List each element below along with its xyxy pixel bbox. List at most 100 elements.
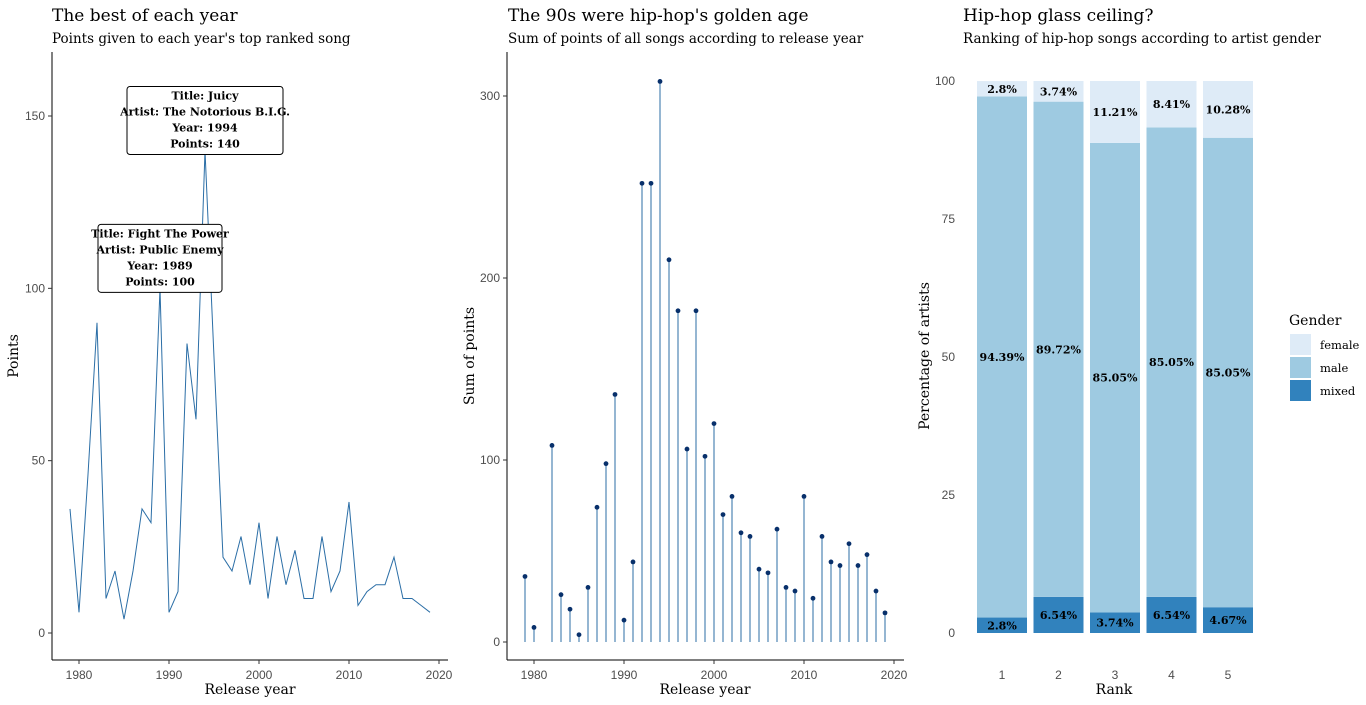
bar-data-label: 85.05% xyxy=(1093,372,1138,385)
bar-data-label: 3.74% xyxy=(1040,85,1078,98)
chart-3-y-ticks: 0 25 50 75 100 xyxy=(935,74,955,640)
y-tick-label: 100 xyxy=(480,453,500,467)
legend-swatch xyxy=(1290,380,1311,401)
annotation-text: Year: 1989 xyxy=(126,259,192,272)
lollipop-point xyxy=(801,494,807,499)
lollipop-point xyxy=(675,308,681,314)
y-tick-label: 75 xyxy=(942,212,956,226)
lollipop-point xyxy=(657,79,663,84)
lollipop-point xyxy=(738,530,744,536)
bar-data-label: 4.67% xyxy=(1209,614,1247,627)
chart-3-x-ticks: 1 2 3 4 5 xyxy=(999,668,1232,682)
chart-3-title: Hip-hop glass ceiling? xyxy=(963,6,1154,26)
bar-segment-male xyxy=(1033,101,1084,597)
annotation-label: Title: Fight The Power Artist: Public Ene… xyxy=(91,223,229,293)
bar-segment-female xyxy=(1146,81,1197,128)
lollipop-point xyxy=(873,588,879,594)
annotation-text: Artist: Public Enemy xyxy=(95,243,224,256)
x-tick-label: 1980 xyxy=(66,668,93,682)
y-tick-label: 0 xyxy=(493,635,500,649)
x-tick-label: 2010 xyxy=(336,668,363,682)
x-tick-label: 1 xyxy=(999,668,1006,682)
lollipop-point xyxy=(612,392,618,397)
annotation-text: Points: 100 xyxy=(125,275,195,288)
lollipop-point xyxy=(846,541,852,547)
bar-data-label: 11.21% xyxy=(1093,106,1138,119)
lollipop-point xyxy=(819,534,825,539)
y-tick-label: 25 xyxy=(942,488,956,502)
annotation-text: Points: 140 xyxy=(170,137,240,150)
bar-data-label: 10.28% xyxy=(1206,103,1251,116)
legend-item-label: mixed xyxy=(1320,384,1356,398)
chart-2-x-label: Release year xyxy=(659,682,750,698)
lollipop-point xyxy=(639,180,645,186)
lollipop-point xyxy=(567,606,573,612)
lollipop-point xyxy=(864,552,870,558)
bar-segment-mixed xyxy=(977,617,1027,633)
lollipop-point xyxy=(522,574,528,579)
bar-segment-mixed xyxy=(1203,607,1253,633)
x-tick-label: 1990 xyxy=(156,668,183,682)
lollipop-point xyxy=(720,512,726,517)
x-tick-label: 2000 xyxy=(246,668,273,682)
lollipop-point xyxy=(702,453,708,459)
lollipop-point xyxy=(576,632,582,638)
bar-segment-mixed xyxy=(1033,596,1084,633)
bar-segment-female xyxy=(1033,81,1084,102)
lollipop-point xyxy=(774,526,780,532)
chart-2-title: The 90s were hip-hop's golden age xyxy=(508,6,809,26)
panel-glass-ceiling: Hip-hop glass ceiling? Ranking of hip-ho… xyxy=(917,6,1360,698)
lollipop-point xyxy=(693,308,699,314)
legend-swatch xyxy=(1290,334,1311,355)
lollipop-point xyxy=(630,559,636,565)
legend-swatch xyxy=(1290,357,1311,378)
lollipop-point xyxy=(828,559,834,565)
annotation-text: Artist: The Notorious B.I.G. xyxy=(119,105,290,118)
chart-2-y-label: Sum of points xyxy=(462,307,478,405)
annotation-text: Title: Juicy xyxy=(172,89,240,102)
lollipop-point xyxy=(747,534,753,539)
annotation-box xyxy=(126,85,284,155)
bar-segment-male xyxy=(1146,127,1197,597)
y-tick-label: 50 xyxy=(32,454,46,468)
x-tick-label: 3 xyxy=(1112,668,1119,682)
lollipop-point xyxy=(792,588,798,594)
y-tick-label: 100 xyxy=(25,281,45,295)
chart-1-series-line xyxy=(69,150,431,620)
bar-data-label: 6.54% xyxy=(1040,609,1078,622)
x-tick-label: 5 xyxy=(1225,668,1232,682)
y-tick-label: 0 xyxy=(948,626,955,640)
annotation-label: Title: Juicy Artist: The Notorious B.I.G.… xyxy=(119,85,290,155)
chart-2-x-ticks: 1980 1990 2000 2010 2020 xyxy=(521,660,908,682)
panel-golden-age: The 90s were hip-hop's golden age Sum of… xyxy=(462,6,908,698)
bar-data-label: 2.8% xyxy=(987,619,1017,632)
annotation-box xyxy=(97,223,223,293)
lollipop-point xyxy=(729,494,735,499)
chart-3-bars: 2.8% 94.39% 2.8% 6.54% 89.72% 3.74% 3.74% 85.05… xyxy=(977,81,1253,633)
lollipop-point xyxy=(855,563,861,568)
x-tick-label: 2000 xyxy=(701,668,728,682)
chart-1-title: The best of each year xyxy=(52,6,238,26)
chart-1-x-ticks: 1980 1990 2000 2010 2020 xyxy=(66,660,453,682)
y-tick-label: 100 xyxy=(935,74,955,88)
chart-3-x-label: Rank xyxy=(1096,682,1133,698)
chart-1-annotations: Title: Juicy Artist: The Notorious B.I.G.… xyxy=(91,85,290,293)
chart-2-marks xyxy=(522,79,888,642)
lollipop-point xyxy=(531,625,537,630)
lollipop-point xyxy=(549,443,555,448)
chart-2-subtitle: Sum of points of all songs according to … xyxy=(508,31,864,47)
bar-segment-male xyxy=(1203,137,1253,608)
x-tick-label: 4 xyxy=(1168,668,1175,682)
lollipop-point xyxy=(711,421,717,426)
lollipop-point xyxy=(603,461,609,467)
x-tick-label: 2020 xyxy=(881,668,908,682)
chart-3-subtitle: Ranking of hip-hop songs according to ar… xyxy=(963,31,1321,47)
lollipop-point xyxy=(585,585,591,590)
chart-3-legend: Gender female male mixed xyxy=(1289,313,1360,401)
lollipop-point xyxy=(648,180,654,186)
chart-3-y-label: Percentage of artists xyxy=(917,282,933,430)
bar-data-label: 8.41% xyxy=(1153,98,1191,111)
lollipop-point xyxy=(594,504,600,510)
lollipop-point xyxy=(621,617,627,623)
